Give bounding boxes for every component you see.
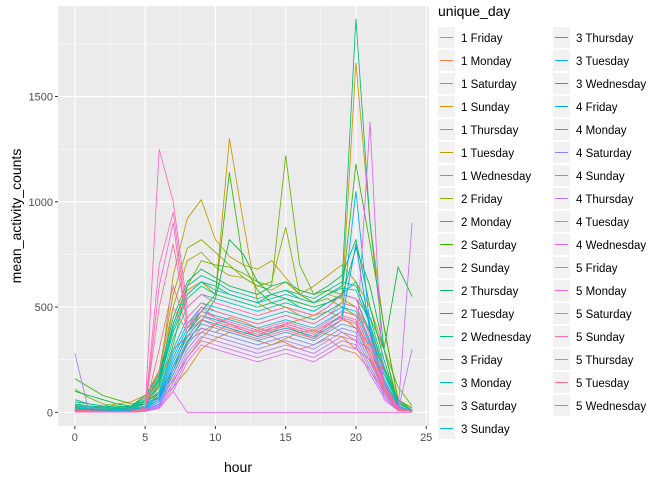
legend-label: 5 Friday bbox=[576, 263, 618, 275]
legend-label: 2 Sunday bbox=[461, 263, 510, 275]
legend-label: 3 Thursday bbox=[576, 33, 634, 45]
legend-label: 1 Sunday bbox=[461, 102, 510, 114]
x-tick-label: 0 bbox=[72, 432, 78, 444]
legend-label: 4 Thursday bbox=[576, 194, 634, 206]
legend-item: 3 Thursday bbox=[553, 27, 634, 48]
legend-item: 5 Friday bbox=[553, 257, 618, 278]
y-tick-label: 500 bbox=[35, 302, 53, 314]
legend-label: 1 Saturday bbox=[461, 79, 517, 91]
y-tick-label: 1000 bbox=[29, 197, 53, 209]
legend-label: 1 Friday bbox=[461, 33, 503, 45]
series-line bbox=[74, 275, 413, 411]
legend-item: 5 Wednesday bbox=[553, 395, 646, 416]
legend-item: 2 Sunday bbox=[438, 257, 510, 278]
legend-label: 5 Thursday bbox=[576, 355, 634, 367]
x-tick-label: 10 bbox=[209, 432, 221, 444]
legend-label: 5 Sunday bbox=[576, 332, 625, 344]
legend-label: 3 Tuesday bbox=[576, 56, 629, 68]
legend-label: 5 Tuesday bbox=[576, 378, 629, 390]
legend-label: 1 Wednesday bbox=[461, 171, 531, 183]
y-tick-label: 0 bbox=[47, 407, 53, 419]
legend-item: 1 Friday bbox=[438, 27, 503, 48]
legend-item: 4 Saturday bbox=[553, 142, 632, 163]
y-tick-label: 1500 bbox=[29, 92, 53, 104]
legend-label: 2 Wednesday bbox=[461, 332, 531, 344]
legend-item: 2 Friday bbox=[438, 188, 503, 209]
legend-label: 3 Friday bbox=[461, 355, 503, 367]
legend-item: 1 Sunday bbox=[438, 96, 510, 117]
legend-label: 5 Monday bbox=[576, 286, 627, 298]
legend-item: 5 Thursday bbox=[553, 349, 634, 370]
legend-label: 5 Saturday bbox=[576, 309, 632, 321]
legend-label: 1 Monday bbox=[461, 56, 512, 68]
legend-item: 1 Tuesday bbox=[438, 142, 514, 163]
legend-item: 3 Sunday bbox=[438, 418, 510, 439]
legend-item: 3 Wednesday bbox=[553, 73, 646, 94]
legend-label: 2 Friday bbox=[461, 194, 503, 206]
x-tick-label: 25 bbox=[420, 432, 432, 444]
legend-label: 2 Thursday bbox=[461, 286, 519, 298]
legend-label: 2 Monday bbox=[461, 217, 512, 229]
legend-item: 3 Saturday bbox=[438, 395, 517, 416]
legend-item: 1 Saturday bbox=[438, 73, 517, 94]
legend-item: 1 Wednesday bbox=[438, 165, 531, 186]
legend-label: 4 Saturday bbox=[576, 148, 632, 160]
x-tick-label: 20 bbox=[350, 432, 362, 444]
legend-item: 2 Tuesday bbox=[438, 303, 514, 324]
legend-label: 1 Tuesday bbox=[461, 148, 514, 160]
series-line bbox=[74, 163, 413, 409]
series-layer bbox=[74, 18, 413, 413]
x-axis-title: hour bbox=[224, 459, 252, 475]
legend-item: 3 Friday bbox=[438, 349, 503, 370]
legend-item: 4 Sunday bbox=[553, 165, 625, 186]
legend-item: 5 Sunday bbox=[553, 326, 625, 347]
legend-label: 2 Tuesday bbox=[461, 309, 514, 321]
legend-label: 4 Wednesday bbox=[576, 240, 646, 252]
legend-label: 4 Tuesday bbox=[576, 217, 629, 229]
x-tick-label: 15 bbox=[280, 432, 292, 444]
legend-label: 5 Wednesday bbox=[576, 401, 646, 413]
legend-item: 2 Wednesday bbox=[438, 326, 531, 347]
legend-item: 1 Monday bbox=[438, 50, 512, 71]
legend-title: unique_day bbox=[438, 3, 510, 19]
series-line bbox=[74, 305, 413, 412]
legend-item: 5 Saturday bbox=[553, 303, 632, 324]
y-axis: 0 500 1000 1500 bbox=[29, 92, 58, 419]
grid-minor bbox=[58, 6, 429, 426]
legend-label: 3 Sunday bbox=[461, 424, 510, 436]
legend-item: 2 Thursday bbox=[438, 280, 519, 301]
legend-label: 4 Monday bbox=[576, 125, 627, 137]
legend-label: 1 Thursday bbox=[461, 125, 519, 137]
legend-item: 4 Friday bbox=[553, 96, 618, 117]
legend-label: 4 Sunday bbox=[576, 171, 625, 183]
legend-item: 4 Monday bbox=[553, 119, 627, 140]
x-axis: 0 5 10 15 20 25 bbox=[72, 426, 432, 444]
x-tick-label: 5 bbox=[142, 432, 148, 444]
legend-label: 3 Wednesday bbox=[576, 79, 646, 91]
y-axis-title: mean_activity_counts bbox=[8, 149, 24, 284]
legend-item: 5 Tuesday bbox=[553, 372, 629, 393]
legend-item: 3 Tuesday bbox=[553, 50, 629, 71]
legend-item: 3 Monday bbox=[438, 372, 512, 393]
legend-label: 4 Friday bbox=[576, 102, 618, 114]
legend-item: 1 Thursday bbox=[438, 119, 519, 140]
legend-item: 4 Tuesday bbox=[553, 211, 629, 232]
legend-item: 5 Monday bbox=[553, 280, 627, 301]
legend-item: 2 Saturday bbox=[438, 234, 517, 255]
legend: 1 Friday 1 Monday 1 Saturday 1 Sunday 1 Thur… bbox=[438, 27, 646, 439]
legend-item: 2 Monday bbox=[438, 211, 512, 232]
legend-label: 3 Monday bbox=[461, 378, 512, 390]
series-line bbox=[74, 281, 413, 411]
legend-item: 4 Wednesday bbox=[553, 234, 646, 255]
legend-item: 4 Thursday bbox=[553, 188, 634, 209]
legend-label: 2 Saturday bbox=[461, 240, 517, 252]
legend-label: 3 Saturday bbox=[461, 401, 517, 413]
